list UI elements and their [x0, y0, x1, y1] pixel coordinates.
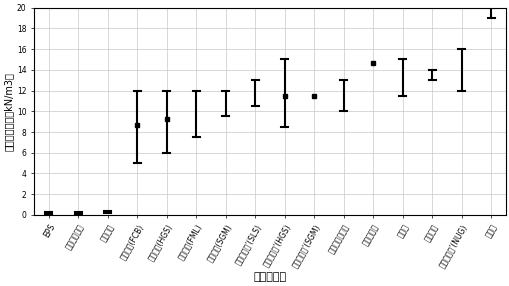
X-axis label: 軽量盛土材: 軽量盛土材 — [253, 272, 286, 282]
Y-axis label: 単位体積重量（kN/m3）: 単位体積重量（kN/m3） — [4, 72, 14, 151]
